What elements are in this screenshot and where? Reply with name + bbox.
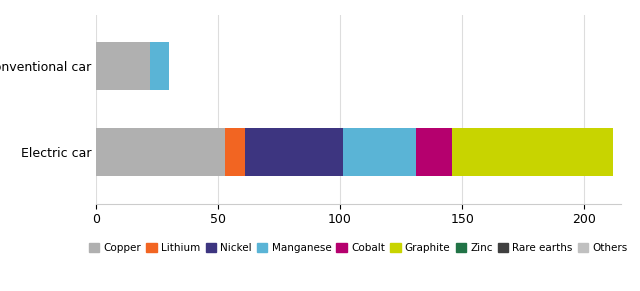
Bar [150, 42, 169, 90]
Legend: Copper, Lithium, Nickel, Manganese, Cobalt, Graphite, Zinc, Rare earths, Others: Copper, Lithium, Nickel, Manganese, Coba… [89, 243, 628, 253]
Bar [96, 128, 225, 176]
Bar [416, 128, 452, 176]
Bar [225, 128, 245, 176]
Bar [96, 42, 150, 90]
Bar [342, 128, 416, 176]
Bar [452, 128, 614, 176]
Bar [245, 128, 342, 176]
